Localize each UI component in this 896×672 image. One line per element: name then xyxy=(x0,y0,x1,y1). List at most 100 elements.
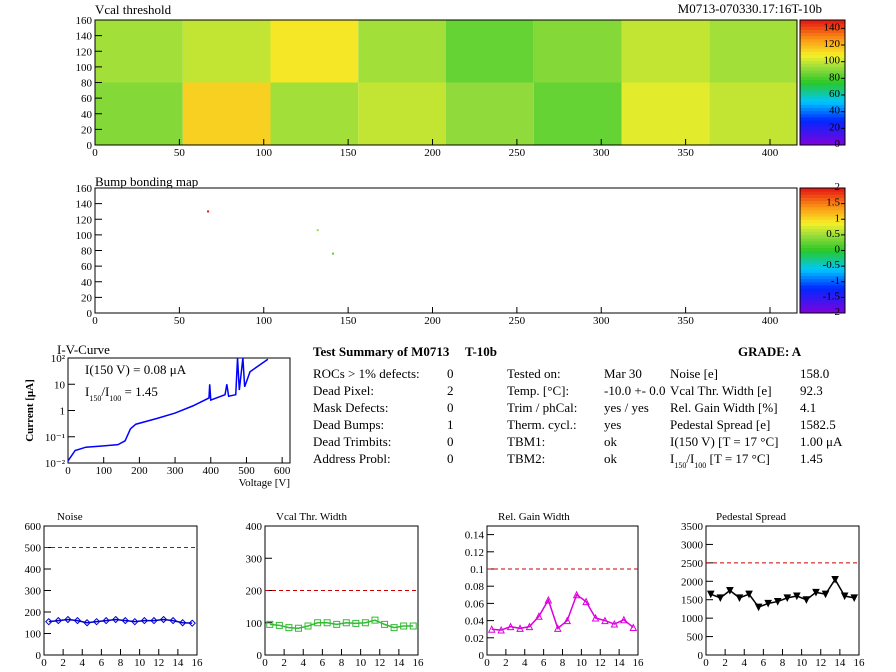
colorbar-step xyxy=(800,141,845,146)
point-marker xyxy=(821,590,830,599)
colorbar-step xyxy=(800,104,845,108)
chart-title: Pedestal Spread xyxy=(716,511,786,523)
colorbar-step xyxy=(800,138,845,143)
colorbar-step xyxy=(800,38,845,43)
heatmap-cell xyxy=(709,20,797,83)
x-tick-label: 12 xyxy=(815,657,826,669)
x-tick-label: 8 xyxy=(560,657,566,669)
colorbar-tick-label: 140 xyxy=(824,21,841,33)
y-tick-label: 300 xyxy=(25,586,42,598)
y-tick-label: 0.02 xyxy=(465,633,484,645)
summary-label: I(150 V) [T = 17 °C] xyxy=(670,434,778,449)
colorbar-step xyxy=(800,129,845,133)
colorbar-step xyxy=(800,20,845,24)
y-tick-label: 0.1 xyxy=(470,564,484,576)
x-tick-label: 12 xyxy=(153,657,164,669)
point-marker xyxy=(497,625,505,634)
y-tick-label: 0 xyxy=(698,650,704,662)
summary-label: Mask Defects: xyxy=(313,400,388,415)
chart-title: I-V-Curve xyxy=(57,342,110,357)
y-tick-label: 1500 xyxy=(681,595,704,607)
summary-label: TBM1: xyxy=(507,434,545,449)
colorbar-step xyxy=(800,284,845,289)
colorbar-step xyxy=(800,88,845,93)
colorbar-tick-label: 1.5 xyxy=(826,197,840,209)
summary-label-part: Noise [e] xyxy=(670,366,718,381)
summary-label-part: [T = 17 °C] xyxy=(706,451,770,466)
y-tick-label: 0.14 xyxy=(465,530,485,542)
y-tick-label: 10⁻¹ xyxy=(45,432,65,444)
point-marker xyxy=(610,619,619,628)
y-tick-label: 3000 xyxy=(681,539,704,551)
colorbar-step xyxy=(800,266,845,270)
x-tick-label: 14 xyxy=(393,657,405,669)
point-marker xyxy=(323,619,331,627)
series-line xyxy=(491,593,634,631)
colorbar-step xyxy=(800,51,845,55)
point-marker xyxy=(352,619,360,627)
x-tick-label: 12 xyxy=(374,657,385,669)
point-marker xyxy=(188,619,196,627)
series-line xyxy=(710,578,855,608)
x-tick-label: 350 xyxy=(677,315,694,327)
summary-label: Temp. [°C]: xyxy=(507,383,569,398)
heatmap-cell xyxy=(358,20,446,83)
x-tick-label: 16 xyxy=(633,657,645,669)
point-marker xyxy=(333,620,341,628)
y-tick-label: 60 xyxy=(81,261,93,273)
x-tick-label: 0 xyxy=(65,465,71,477)
point-marker xyxy=(45,617,53,626)
y-tick-label: 10² xyxy=(51,353,66,365)
colorbar-tick-label: 0.5 xyxy=(826,228,840,240)
x-tick-label: 50 xyxy=(174,315,186,327)
chart-title: Vcal Thr. Width xyxy=(276,511,347,523)
colorbar-step xyxy=(800,95,845,99)
colorbar-step xyxy=(800,231,845,236)
x-tick-label: 2 xyxy=(503,657,509,669)
y-tick-label: 500 xyxy=(25,543,42,555)
y-tick-label: 20 xyxy=(81,124,93,136)
point-marker xyxy=(745,590,753,599)
x-tick-label: 100 xyxy=(256,147,273,159)
x-tick-label: 150 xyxy=(340,147,357,159)
colorbar-step xyxy=(800,281,845,286)
summary-value: -10.0 +- 0.0 xyxy=(604,383,666,398)
point-marker xyxy=(525,622,534,631)
y-tick-label: 0 xyxy=(36,650,42,662)
point-marker xyxy=(773,598,782,606)
point-marker xyxy=(390,624,398,632)
point-marker xyxy=(831,575,839,584)
colorbar-step xyxy=(800,228,845,233)
point-marker xyxy=(572,590,581,599)
colorbar-step xyxy=(800,101,845,105)
x-tick-label: 8 xyxy=(339,657,345,669)
heatmap-cell xyxy=(533,82,622,145)
x-tick-label: 150 xyxy=(340,315,357,327)
colorbar-step xyxy=(800,76,845,80)
y-tick-label: 120 xyxy=(76,46,93,58)
y-tick-label: 120 xyxy=(76,214,93,226)
point-marker xyxy=(409,622,417,630)
chart-title: Rel. Gain Width xyxy=(498,511,570,523)
colorbar-step xyxy=(800,250,845,255)
y-tick-label: 60 xyxy=(81,93,93,105)
colorbar-step xyxy=(800,66,845,71)
summary-label: Dead Bumps: xyxy=(313,417,384,432)
summary-label-part: I xyxy=(670,451,674,466)
summary-value: 0 xyxy=(447,400,454,415)
annotation-part: I(150 V) = 0.08 μA xyxy=(85,362,187,377)
x-tick-label: 14 xyxy=(172,657,184,669)
colorbar-step xyxy=(800,120,845,124)
point-marker xyxy=(716,594,725,602)
point-marker xyxy=(840,592,849,601)
y-tick-label: 200 xyxy=(246,586,263,598)
colorbar-step xyxy=(800,275,845,280)
point-marker xyxy=(553,624,562,632)
y-tick-label: 0.06 xyxy=(465,598,485,610)
point-marker xyxy=(563,616,572,625)
colorbar-step xyxy=(800,63,845,68)
summary-value: Mar 30 xyxy=(604,366,642,381)
heatmap-cell xyxy=(446,82,534,145)
x-tick-label: 4 xyxy=(742,657,748,669)
